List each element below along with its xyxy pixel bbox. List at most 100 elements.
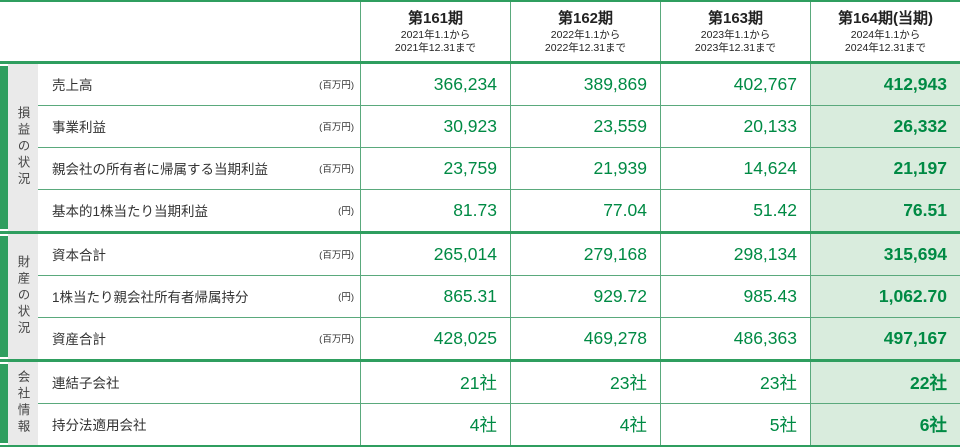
value-cell: 4社	[510, 403, 660, 446]
period-title: 第161期	[407, 10, 464, 28]
value-cell: 23,759	[360, 147, 510, 189]
period-header-164-current: 第164期(当期) 2024年1.1から 2024年12.31まで	[810, 2, 960, 61]
row-unit: (百万円)	[319, 164, 354, 176]
value-cell: 21,939	[510, 147, 660, 189]
value-cell: 929.72	[510, 275, 660, 317]
row-header-cell: 基本的1株当たり当期利益 (円)	[38, 190, 360, 231]
value-cell: 428,025	[360, 317, 510, 359]
value-cell: 366,234	[360, 64, 510, 105]
row-unit: (百万円)	[319, 334, 354, 346]
period-to: 2024年12.31まで	[844, 42, 927, 55]
group-rows: 売上高 (百万円) 366,234 389,869 402,767 412,94…	[38, 64, 960, 231]
group-label-text: 財産の状況	[15, 254, 30, 338]
row-unit: (百万円)	[319, 80, 354, 92]
table-row: 事業利益 (百万円) 30,923 23,559 20,133 26,332	[38, 104, 960, 147]
period-from: 2021年1.1から	[400, 28, 471, 41]
table-row: 売上高 (百万円) 366,234 389,869 402,767 412,94…	[38, 64, 960, 105]
value-cell: 469,278	[510, 317, 660, 359]
value-cell: 23社	[660, 361, 810, 403]
row-unit: (百万円)	[319, 122, 354, 134]
period-from: 2024年1.1から	[850, 28, 921, 41]
value-cell: 21社	[360, 361, 510, 403]
row-header-cell: 持分法適用会社	[38, 404, 360, 445]
row-unit: (円)	[338, 292, 354, 304]
table-row: 資産合計 (百万円) 428,025 469,278 486,363 497,1…	[38, 316, 960, 359]
table-row: 持分法適用会社 4社 4社 5社 6社	[38, 402, 960, 446]
header-row: 第161期 2021年1.1から 2021年12.31まで 第162期 2022…	[0, 2, 960, 64]
value-cell: 23,559	[510, 105, 660, 147]
group-company-info: 会社情報 連結子会社 21社 23社 23社 22社 持分法適用会社	[0, 358, 960, 446]
table-row: 1株当たり親会社所有者帰属持分 (円) 865.31 929.72 985.43…	[38, 274, 960, 317]
row-header-cell: 資産合計 (百万円)	[38, 318, 360, 359]
group-profit-loss: 損益の状況 売上高 (百万円) 366,234 389,869 402,767 …	[0, 64, 960, 231]
group-label-company-info: 会社情報	[8, 361, 38, 445]
period-header-163: 第163期 2023年1.1から 2023年12.31まで	[660, 2, 810, 61]
period-title: 第162期	[557, 10, 614, 28]
row-label: 売上高	[52, 78, 93, 94]
value-cell: 20,133	[660, 105, 810, 147]
group-label-profit-loss: 損益の状況	[8, 64, 38, 231]
table-row: 資本合計 (百万円) 265,014 279,168 298,134 315,6…	[38, 233, 960, 275]
row-label: 連結子会社	[52, 376, 120, 392]
period-title: 第163期	[707, 10, 764, 28]
table-row: 連結子会社 21社 23社 23社 22社	[38, 361, 960, 403]
value-cell: 81.73	[360, 189, 510, 231]
value-cell-current: 21,197	[810, 147, 960, 189]
row-label: 基本的1株当たり当期利益	[52, 204, 209, 220]
table-row: 親会社の所有者に帰属する当期利益 (百万円) 23,759 21,939 14,…	[38, 146, 960, 189]
value-cell: 30,923	[360, 105, 510, 147]
group-accent-bar	[0, 235, 8, 357]
value-cell: 865.31	[360, 275, 510, 317]
period-from: 2022年1.1から	[550, 28, 621, 41]
group-rows: 連結子会社 21社 23社 23社 22社 持分法適用会社 4社 4社 5社	[38, 361, 960, 446]
row-unit: (百万円)	[319, 250, 354, 262]
value-cell: 265,014	[360, 233, 510, 275]
row-header-cell: 事業利益 (百万円)	[38, 106, 360, 147]
row-header-cell: 親会社の所有者に帰属する当期利益 (百万円)	[38, 148, 360, 189]
period-to: 2023年12.31まで	[694, 42, 777, 55]
row-header-cell: 連結子会社	[38, 362, 360, 403]
table-body: 損益の状況 売上高 (百万円) 366,234 389,869 402,767 …	[0, 64, 960, 446]
group-accent-bar	[0, 363, 8, 443]
row-header-cell: 1株当たり親会社所有者帰属持分 (円)	[38, 276, 360, 317]
value-cell-current: 6社	[810, 403, 960, 446]
header-corner	[0, 2, 360, 61]
value-cell: 389,869	[510, 64, 660, 105]
value-cell-current: 76.51	[810, 189, 960, 231]
period-title: 第164期(当期)	[837, 10, 934, 28]
row-label: 1株当たり親会社所有者帰属持分	[52, 290, 249, 306]
value-cell: 5社	[660, 403, 810, 446]
group-accent-bar	[0, 66, 8, 229]
row-label: 資本合計	[52, 248, 106, 264]
row-label: 資産合計	[52, 332, 106, 348]
group-label-text: 損益の状況	[15, 106, 30, 189]
value-cell: 14,624	[660, 147, 810, 189]
value-cell-current: 412,943	[810, 64, 960, 105]
value-cell-current: 1,062.70	[810, 275, 960, 317]
value-cell: 77.04	[510, 189, 660, 231]
value-cell: 486,363	[660, 317, 810, 359]
row-header-cell: 資本合計 (百万円)	[38, 234, 360, 275]
value-cell: 402,767	[660, 64, 810, 105]
value-cell-current: 315,694	[810, 233, 960, 275]
row-label: 持分法適用会社	[52, 418, 147, 434]
value-cell: 23社	[510, 361, 660, 403]
period-header-161: 第161期 2021年1.1から 2021年12.31まで	[360, 2, 510, 61]
table-row: 基本的1株当たり当期利益 (円) 81.73 77.04 51.42 76.51	[38, 188, 960, 231]
period-to: 2021年12.31まで	[394, 42, 477, 55]
value-cell-current: 497,167	[810, 317, 960, 359]
period-from: 2023年1.1から	[700, 28, 771, 41]
value-cell: 279,168	[510, 233, 660, 275]
value-cell: 51.42	[660, 189, 810, 231]
row-label: 事業利益	[52, 120, 106, 136]
value-cell: 298,134	[660, 233, 810, 275]
value-cell-current: 22社	[810, 361, 960, 403]
group-rows: 資本合計 (百万円) 265,014 279,168 298,134 315,6…	[38, 233, 960, 359]
group-assets: 財産の状況 資本合計 (百万円) 265,014 279,168 298,134…	[0, 230, 960, 359]
value-cell-current: 26,332	[810, 105, 960, 147]
period-header-162: 第162期 2022年1.1から 2022年12.31まで	[510, 2, 660, 61]
row-unit: (円)	[338, 206, 354, 218]
value-cell: 4社	[360, 403, 510, 446]
row-header-cell: 売上高 (百万円)	[38, 64, 360, 105]
value-cell: 985.43	[660, 275, 810, 317]
